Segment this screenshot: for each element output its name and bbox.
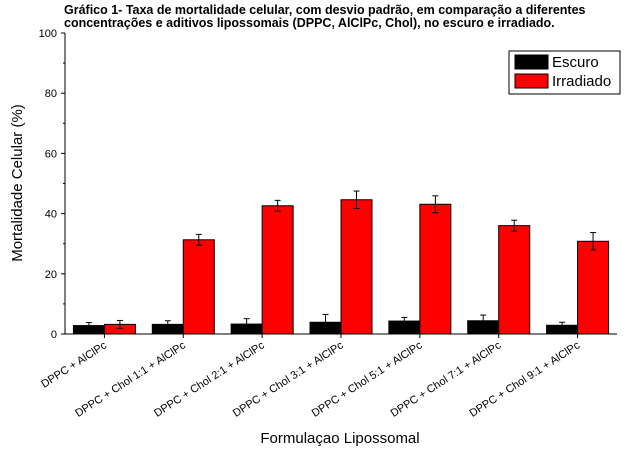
y-ticks: 0 20 40 60 80 100 [39,28,65,341]
y-tick-label: 60 [45,148,57,160]
bar-irradiado [340,199,373,335]
y-tick-label: 20 [45,269,57,281]
bar-irradiado [498,225,531,335]
x-tick-label: DPPC + AlClPc [39,339,109,390]
legend: Escuro Irradiado [508,50,621,95]
bar-irradiado [419,203,452,335]
y-tick-label: 0 [51,329,57,341]
y-tick-label: 80 [45,88,57,100]
bar-irradiado [577,240,610,335]
bar-irradiado [261,205,294,335]
legend-swatch-escuro [514,54,549,70]
chart-title-line-1: Gráfico 1- Taxa de mortalidade celular, … [64,3,586,17]
y-tick-label: 40 [45,209,57,221]
bar-irradiado [182,239,215,335]
y-axis-label: Mortalidade Celular (%) [9,104,26,262]
y-tick-label: 100 [39,28,57,40]
legend-label-escuro: Escuro [552,54,599,71]
legend-label-irradiado: Irradiado [552,73,611,90]
plot-area [72,190,610,335]
x-axis-label: Formulaçao Lipossomal [260,430,419,447]
chart-title-line-2: concentrações e aditivos lipossomais (DP… [64,16,555,30]
legend-swatch-irradiado [514,73,549,89]
